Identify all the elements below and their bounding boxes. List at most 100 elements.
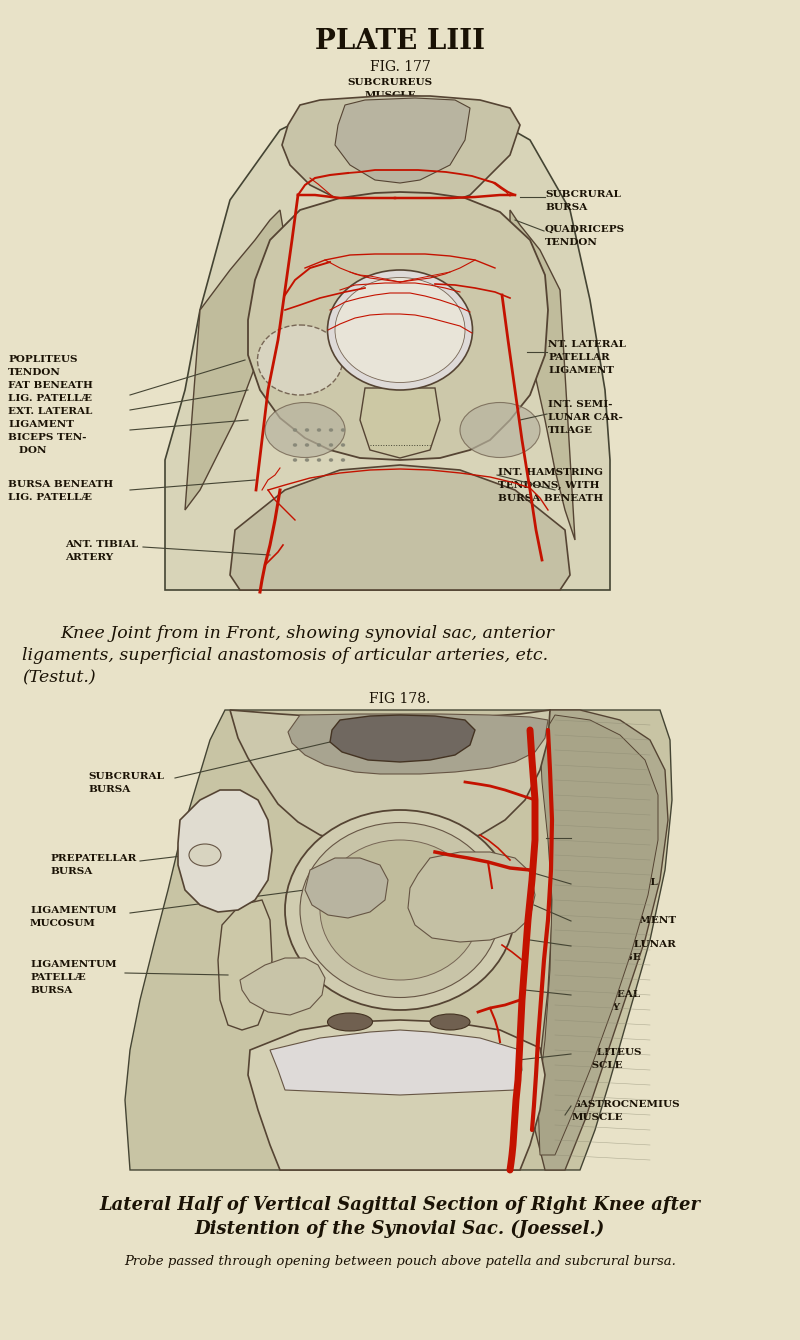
Text: LIGAMENTUM: LIGAMENTUM	[30, 959, 117, 969]
Text: LIGAMENT: LIGAMENT	[548, 366, 614, 375]
Text: LIG. PATELLÆ: LIG. PATELLÆ	[8, 493, 92, 502]
Ellipse shape	[189, 844, 221, 866]
Text: PATELLA: PATELLA	[214, 847, 230, 894]
Polygon shape	[538, 716, 658, 1155]
Text: TILAGE: TILAGE	[548, 426, 593, 436]
Ellipse shape	[329, 458, 333, 461]
Text: BURSA: BURSA	[545, 202, 587, 212]
Text: LUNAR CAR-: LUNAR CAR-	[548, 413, 623, 422]
Ellipse shape	[305, 458, 309, 461]
Ellipse shape	[293, 444, 297, 446]
Polygon shape	[185, 210, 285, 511]
Text: MUCOSUM: MUCOSUM	[30, 919, 96, 929]
Text: TENDON: TENDON	[545, 239, 598, 247]
Polygon shape	[535, 710, 668, 1170]
Text: SAC: SAC	[286, 359, 310, 367]
Ellipse shape	[305, 429, 309, 431]
Text: LIGAMENTUM: LIGAMENTUM	[30, 906, 117, 915]
Polygon shape	[230, 465, 570, 590]
Polygon shape	[282, 96, 520, 214]
Polygon shape	[218, 900, 272, 1030]
Text: LIG. PATELLÆ: LIG. PATELLÆ	[8, 394, 92, 403]
Text: CARTILAGE: CARTILAGE	[572, 953, 642, 962]
Text: MUSCLE: MUSCLE	[572, 1114, 624, 1122]
Text: SYNOV.: SYNOV.	[277, 346, 319, 355]
Text: PATELLA: PATELLA	[368, 314, 432, 327]
Ellipse shape	[327, 1013, 373, 1030]
Text: LIGAMENT: LIGAMENT	[572, 891, 638, 900]
Text: FIG 178.: FIG 178.	[370, 691, 430, 706]
Text: INT. HAMSTRING: INT. HAMSTRING	[498, 468, 603, 477]
Ellipse shape	[335, 277, 465, 382]
Text: Lateral Half of Vertical Sagittal Section of Right Knee after: Lateral Half of Vertical Sagittal Sectio…	[99, 1197, 701, 1214]
Text: Probe passed through opening between pouch above patella and subcrural bursa.: Probe passed through opening between pou…	[124, 1256, 676, 1268]
Text: TENDONS, WITH: TENDONS, WITH	[498, 481, 599, 490]
Text: GASTROCNEMIUS: GASTROCNEMIUS	[572, 1100, 681, 1110]
Ellipse shape	[460, 402, 540, 457]
Ellipse shape	[341, 429, 345, 431]
Polygon shape	[305, 858, 388, 918]
Text: BURSA BENEATH: BURSA BENEATH	[498, 494, 603, 502]
Ellipse shape	[285, 809, 515, 1010]
Text: POPLITEAL: POPLITEAL	[572, 990, 640, 1000]
Polygon shape	[248, 1020, 545, 1170]
Polygon shape	[248, 192, 548, 460]
Text: POPLITEUS: POPLITEUS	[8, 355, 78, 364]
Text: BURSA BENEATH: BURSA BENEATH	[8, 480, 114, 489]
Text: BURSA: BURSA	[30, 986, 72, 996]
Ellipse shape	[329, 429, 333, 431]
Text: BURSA: BURSA	[88, 785, 130, 795]
Text: ANT. TIBIAL: ANT. TIBIAL	[65, 540, 138, 549]
Text: QUADRICEPS: QUADRICEPS	[545, 225, 625, 234]
Polygon shape	[240, 958, 325, 1014]
Ellipse shape	[317, 444, 321, 446]
Text: EXT. LATERAL: EXT. LATERAL	[8, 407, 92, 415]
Polygon shape	[230, 710, 550, 846]
Ellipse shape	[317, 429, 321, 431]
Text: EXT. SEMILUNAR: EXT. SEMILUNAR	[572, 939, 676, 949]
Polygon shape	[288, 714, 548, 775]
Polygon shape	[360, 389, 440, 458]
Polygon shape	[165, 95, 610, 590]
Ellipse shape	[305, 444, 309, 446]
Ellipse shape	[430, 1014, 470, 1030]
Text: ANT. CRUCIAL: ANT. CRUCIAL	[572, 878, 658, 887]
Text: SUBCRURAL: SUBCRURAL	[545, 190, 621, 200]
Text: TENDON: TENDON	[8, 369, 61, 377]
Text: Distention of the Synovial Sac. (Joessel.): Distention of the Synovial Sac. (Joessel…	[195, 1219, 605, 1238]
Text: MUSCLE: MUSCLE	[572, 1061, 624, 1071]
Text: PATELLÆ: PATELLÆ	[370, 422, 430, 434]
Text: PATELLAR: PATELLAR	[548, 352, 610, 362]
Text: ARTERY: ARTERY	[572, 1004, 620, 1012]
Text: (Testut.): (Testut.)	[22, 669, 96, 686]
Polygon shape	[270, 1030, 522, 1095]
Text: ligaments, superficial anastomosis of articular arteries, etc.: ligaments, superficial anastomosis of ar…	[22, 647, 548, 665]
Text: MUSCLE: MUSCLE	[364, 91, 416, 100]
Ellipse shape	[293, 458, 297, 461]
Text: FAT BENEATH: FAT BENEATH	[8, 381, 93, 390]
Text: BURSA: BURSA	[50, 867, 92, 876]
Ellipse shape	[293, 429, 297, 431]
Text: POPLITEAL: POPLITEAL	[572, 832, 640, 842]
Ellipse shape	[265, 402, 345, 457]
Text: NT. LATERAL: NT. LATERAL	[548, 340, 626, 348]
Text: Knee Joint from in Front, showing synovial sac, anterior: Knee Joint from in Front, showing synovi…	[60, 624, 554, 642]
Text: SUBCRUREUS: SUBCRUREUS	[347, 78, 433, 87]
Polygon shape	[408, 852, 535, 942]
Text: FIG. 177: FIG. 177	[370, 60, 430, 74]
Polygon shape	[335, 98, 470, 184]
Text: POST. LIGAMENT: POST. LIGAMENT	[572, 917, 676, 925]
Ellipse shape	[317, 458, 321, 461]
Ellipse shape	[341, 444, 345, 446]
Text: INT. SEMI-: INT. SEMI-	[548, 401, 613, 409]
Text: PLATE LIII: PLATE LIII	[315, 28, 485, 55]
Ellipse shape	[341, 458, 345, 461]
Text: DON: DON	[8, 446, 46, 456]
Ellipse shape	[320, 840, 480, 980]
Text: SUBCRURAL: SUBCRURAL	[88, 772, 164, 781]
Text: LIGAMENT: LIGAMENT	[8, 419, 74, 429]
Ellipse shape	[258, 326, 342, 395]
Text: PATELLÆ: PATELLÆ	[30, 973, 86, 982]
Polygon shape	[178, 791, 272, 913]
Text: BICEPS TEN-: BICEPS TEN-	[8, 433, 86, 442]
